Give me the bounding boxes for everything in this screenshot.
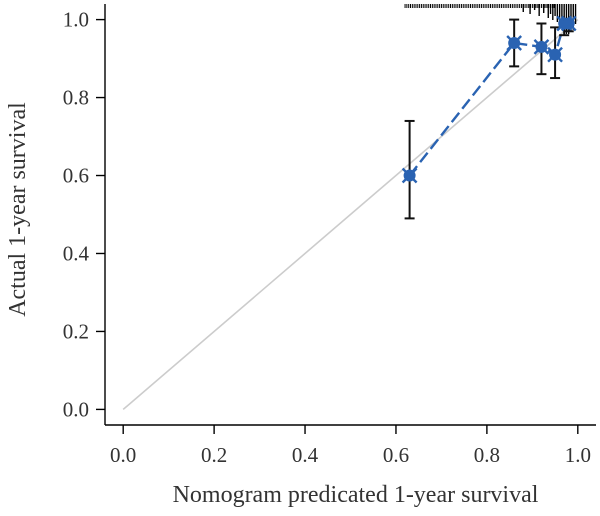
data-point-cross (401, 167, 418, 184)
y-tick-label: 1.0 (63, 8, 89, 32)
x-tick-label: 0.2 (201, 443, 227, 467)
x-tick-label: 0.8 (474, 443, 500, 467)
data-layer (401, 15, 577, 220)
y-tick-label: 0.2 (63, 319, 89, 343)
data-point-cross (533, 39, 550, 55)
x-tick-label: 0.6 (383, 443, 409, 467)
data-point-cross (560, 15, 577, 32)
y-tick-label: 0.4 (63, 241, 90, 265)
reference-diagonal-line (122, 18, 579, 411)
y-tick-label: 0.6 (63, 164, 89, 188)
y-tick-label: 0.8 (63, 86, 89, 110)
reference-layer (122, 18, 579, 411)
x-tick-label: 0.0 (110, 443, 136, 467)
rug-marks (404, 4, 577, 34)
axes: 0.0 0.2 0.4 0.6 0.8 1.0 0.0 0.2 0.4 0.6 0.8 1.0 (63, 4, 596, 467)
x-axis-label: Nomogram predicated 1-year survival (173, 482, 539, 508)
data-point-cross (547, 46, 563, 63)
x-tick-label: 1.0 (565, 443, 591, 467)
y-tick-label: 0.0 (63, 397, 89, 421)
data-point-cross (506, 35, 523, 51)
x-tick-label: 0.4 (292, 443, 319, 467)
y-axis-label: Actual 1-year survival (5, 102, 31, 317)
